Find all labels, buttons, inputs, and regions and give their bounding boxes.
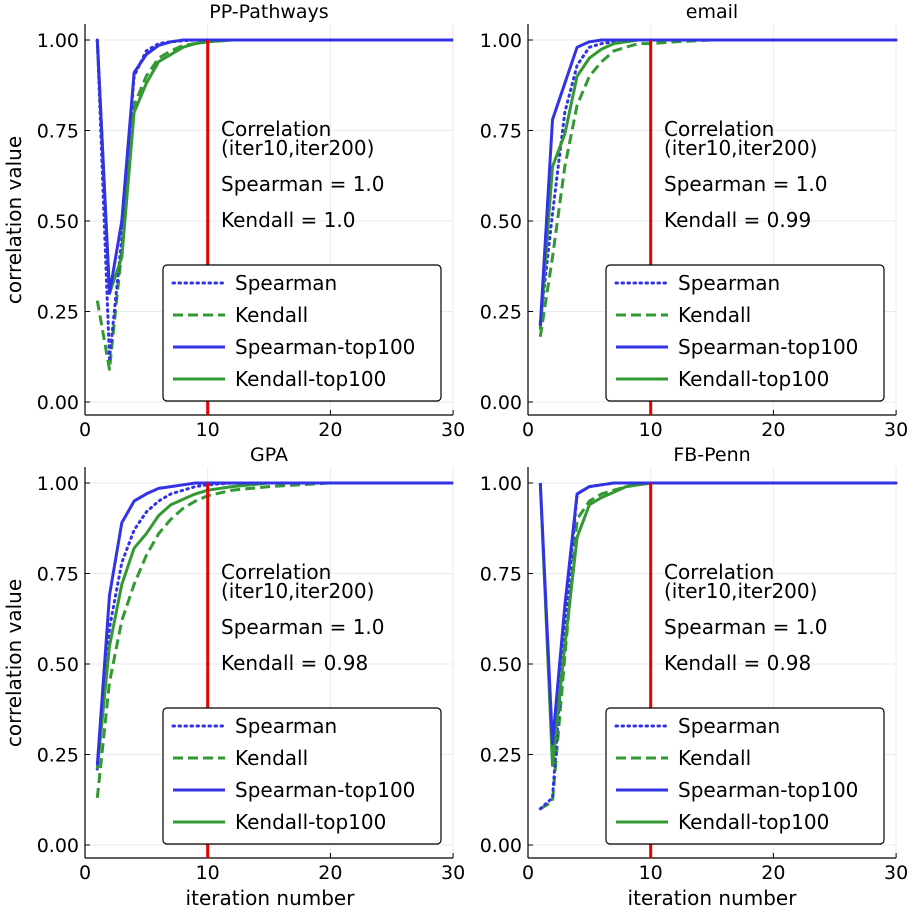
legend: Spearman Kendall Spearman-top100 Kendall-to… (605, 707, 885, 845)
annotation-subtitle: (iter10,iter200) (221, 579, 374, 603)
annotation-kendall: Kendall = 0.98 (221, 651, 368, 675)
y-tick-label: 1.00 (37, 30, 79, 52)
legend: Spearman Kendall Spearman-top100 Kendall-to… (605, 264, 885, 402)
legend-label-spearman-top100: Spearman-top100 (235, 335, 415, 359)
y-tick-label: 0.50 (37, 211, 79, 233)
y-tick-label: 0.25 (480, 745, 522, 767)
y-tick-label: 0.50 (37, 654, 79, 676)
series-line-kendall (95, 481, 454, 799)
x-tick-label: 10 (639, 419, 663, 441)
x-tick-label: 20 (761, 419, 785, 441)
x-tick-label: 20 (318, 419, 342, 441)
annotation-subtitle: (iter10,iter200) (664, 579, 817, 603)
legend-label-spearman: Spearman (678, 714, 780, 738)
y-tick-label: 0.00 (37, 392, 79, 414)
x-tick-label: 30 (441, 419, 465, 441)
y-tick-label: 0.00 (37, 835, 79, 857)
series-line-spearman-top100 (538, 38, 897, 327)
x-tick-label: 0 (522, 862, 534, 884)
x-tick-label: 20 (761, 862, 785, 884)
x-tick-label: 30 (884, 419, 908, 441)
legend-label-kendall-top100: Kendall-top100 (235, 367, 386, 391)
x-tick-label: 30 (441, 862, 465, 884)
y-tick-label: 0.50 (480, 211, 522, 233)
y-tick-label: 0.75 (37, 121, 79, 143)
chart-title: GPA (250, 444, 288, 466)
chart-panel-2: 0 10 20 30 0.00 0.25 0.50 0.75 1.00 email Correlat… (480, 1, 909, 441)
y-tick-label: 0.50 (480, 654, 522, 676)
x-tick-label: 0 (522, 419, 534, 441)
chart-title: FB-Penn (673, 444, 750, 466)
y-axis-label-bottom: correlation value (2, 579, 26, 747)
x-tick-label: 10 (196, 862, 220, 884)
legend-label-kendall: Kendall (235, 303, 308, 327)
annotation-title: Correlation (221, 560, 331, 584)
annotation-spearman: Spearman = 1.0 (221, 615, 385, 639)
chart-panel-3: 0 10 20 30 0.00 0.25 0.50 0.75 1.00 GPA Correlatio… (37, 444, 466, 884)
y-tick-label: 0.25 (480, 302, 522, 324)
legend-label-spearman-top100: Spearman-top100 (235, 778, 415, 802)
y-tick-label: 0.75 (480, 564, 522, 586)
annotation-spearman: Spearman = 1.0 (221, 172, 385, 196)
x-axis-label-right: iteration number (628, 886, 798, 910)
x-tick-label: 0 (79, 419, 91, 441)
legend-label-kendall: Kendall (678, 746, 751, 770)
legend-label-spearman: Spearman (235, 714, 337, 738)
y-tick-label: 0.00 (480, 835, 522, 857)
chart-panel-4: 0 10 20 30 0.00 0.25 0.50 0.75 1.00 FB-Penn Correl… (480, 444, 909, 884)
x-tick-label: 10 (639, 862, 663, 884)
legend-label-spearman-top100: Spearman-top100 (678, 778, 858, 802)
series-line-spearman-top100 (538, 481, 897, 746)
legend-label-spearman-top100: Spearman-top100 (678, 335, 858, 359)
x-tick-label: 10 (196, 419, 220, 441)
chart-title: email (686, 1, 738, 23)
y-tick-label: 0.75 (480, 121, 522, 143)
y-tick-label: 1.00 (480, 30, 522, 52)
y-tick-label: 0.25 (37, 745, 79, 767)
chart-panel-1: 0 10 20 30 0.00 0.25 0.50 0.75 1.00 PP-Pathways Co… (37, 1, 466, 441)
x-tick-label: 0 (79, 862, 91, 884)
annotation-subtitle: (iter10,iter200) (664, 136, 817, 160)
annotation-kendall: Kendall = 0.98 (664, 651, 811, 675)
x-tick-label: 30 (884, 862, 908, 884)
y-tick-label: 0.25 (37, 302, 79, 324)
legend-box (605, 707, 885, 845)
legend-label-kendall: Kendall (235, 746, 308, 770)
legend: Spearman Kendall Spearman-top100 Kendall-to… (162, 264, 442, 402)
legend-box (162, 264, 442, 402)
annotation-title: Correlation (221, 117, 331, 141)
annotation-title: Correlation (664, 560, 774, 584)
legend-box (605, 264, 885, 402)
y-tick-label: 0.00 (480, 392, 522, 414)
annotation-kendall: Kendall = 1.0 (221, 208, 355, 232)
x-tick-label: 20 (318, 862, 342, 884)
series-line-kendall-top100 (95, 38, 454, 295)
series-line-spearman-top100 (95, 38, 454, 295)
series-line-spearman-top100 (95, 481, 454, 766)
x-axis-label-left: iteration number (186, 886, 356, 910)
legend-label-kendall-top100: Kendall-top100 (678, 367, 829, 391)
chart-title: PP-Pathways (209, 1, 328, 23)
legend: Spearman Kendall Spearman-top100 Kendall-to… (162, 707, 442, 845)
legend-box (162, 707, 442, 845)
legend-label-kendall-top100: Kendall-top100 (235, 810, 386, 834)
y-tick-label: 1.00 (37, 473, 79, 495)
annotation-spearman: Spearman = 1.0 (664, 615, 828, 639)
legend-label-kendall-top100: Kendall-top100 (678, 810, 829, 834)
legend-label-kendall: Kendall (678, 303, 751, 327)
y-tick-label: 0.75 (37, 564, 79, 586)
annotation-spearman: Spearman = 1.0 (664, 172, 828, 196)
y-axis-label-top: correlation value (2, 136, 26, 304)
annotation-subtitle: (iter10,iter200) (221, 136, 374, 160)
y-tick-label: 1.00 (480, 473, 522, 495)
annotation-kendall: Kendall = 0.99 (664, 208, 811, 232)
legend-label-spearman: Spearman (235, 271, 337, 295)
legend-label-spearman: Spearman (678, 271, 780, 295)
annotation-title: Correlation (664, 117, 774, 141)
